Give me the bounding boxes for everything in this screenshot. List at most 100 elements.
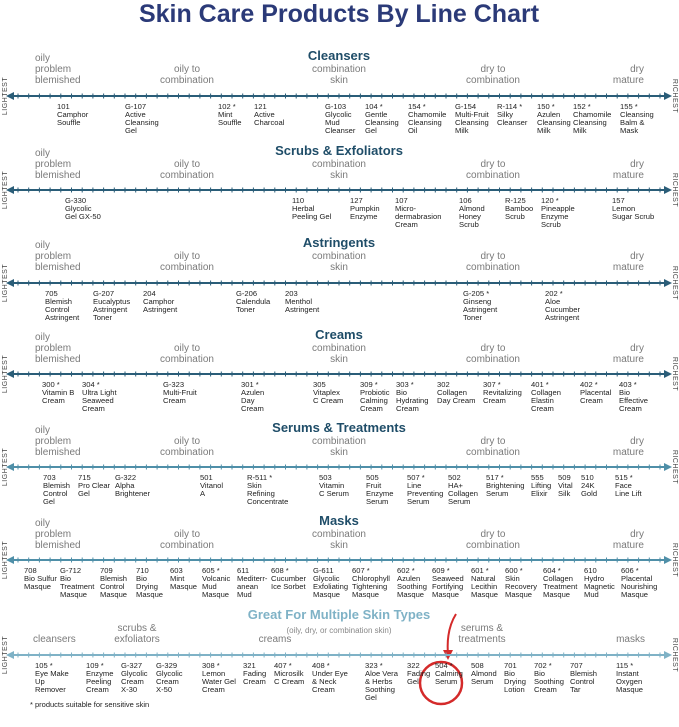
- section-title: Serums & Treatments: [272, 420, 406, 435]
- side-label: RICHEST: [671, 79, 678, 113]
- product-label: Menthol: [285, 297, 312, 306]
- zone-label: oily: [35, 240, 50, 251]
- product-label: Masque: [313, 590, 340, 599]
- product-label: 308 *: [202, 661, 220, 670]
- product-label: Masque: [432, 590, 459, 599]
- zone-label: combination: [466, 540, 520, 551]
- product-label: Blemish: [570, 669, 597, 678]
- section-title: Cleansers: [308, 48, 370, 63]
- product-label: 309 *: [360, 380, 378, 389]
- product-label: Honey: [459, 212, 481, 221]
- product-label: Line: [407, 481, 421, 490]
- zone-label: problem: [35, 436, 71, 447]
- product-label: Chamomile: [408, 110, 446, 119]
- product-label: Cream: [82, 404, 105, 413]
- product-label: Cleansing: [620, 110, 654, 119]
- product-label: Almond: [459, 204, 485, 213]
- product-label: 611: [237, 566, 249, 575]
- product-label: Under Eye: [312, 669, 348, 678]
- product-label: Collagen: [543, 574, 573, 583]
- product-label: Azulen: [241, 388, 264, 397]
- product-label: Toner: [463, 313, 482, 322]
- product-label: Brightener: [115, 489, 151, 498]
- product-label: Peeling Gel: [292, 212, 332, 221]
- product-label: Soothing: [397, 582, 427, 591]
- product-label: Eucalyptus: [93, 297, 130, 306]
- zone-label: combination: [160, 447, 214, 458]
- zone-label: mature: [613, 170, 645, 181]
- product-label: Cream: [580, 396, 603, 405]
- product-label: Cream: [241, 404, 264, 413]
- side-label: LIGHTEST: [2, 171, 9, 209]
- product-label: 701: [504, 661, 517, 670]
- product-label: 204: [143, 289, 156, 298]
- product-label: Vitamin B: [42, 388, 74, 397]
- product-label: Gel: [43, 497, 55, 506]
- zone-label: combination: [312, 64, 366, 75]
- product-label: Astringent: [143, 305, 178, 314]
- side-label: RICHEST: [671, 173, 678, 207]
- zone-label: dry: [630, 529, 644, 540]
- product-label: Control: [570, 677, 595, 686]
- zone-label: mature: [613, 540, 645, 551]
- product-label: Instant: [616, 669, 640, 678]
- product-label: Cream: [243, 677, 266, 686]
- product-label: Lecithin: [471, 582, 497, 591]
- product-label: Exfoliating: [313, 582, 348, 591]
- zone-label: problem: [35, 159, 71, 170]
- zone-label: oily: [35, 518, 50, 529]
- product-label: 120 *: [541, 196, 559, 205]
- zone-label: oily to: [174, 529, 201, 540]
- side-label: RICHEST: [671, 638, 678, 672]
- zone-label: problem: [35, 64, 71, 75]
- side-label: RICHEST: [671, 357, 678, 391]
- section-subtitle: (oily, dry, or combination skin): [286, 626, 391, 635]
- product-label: 403 *: [619, 380, 637, 389]
- product-label: Mint: [218, 110, 233, 119]
- product-label: 401 *: [531, 380, 549, 389]
- zone-label: blemished: [35, 262, 81, 273]
- product-label: Enzyme: [366, 489, 393, 498]
- product-label: Masque: [397, 590, 424, 599]
- product-label: 408 *: [312, 661, 330, 670]
- product-label: Gel: [78, 489, 90, 498]
- zone-label: combination: [160, 75, 214, 86]
- product-label: Chlorophyll: [352, 574, 390, 583]
- zone-label: oily to: [174, 343, 201, 354]
- product-label: Astringent: [93, 305, 128, 314]
- product-label: Alpha: [115, 481, 135, 490]
- product-label: 715: [78, 473, 91, 482]
- product-label: Day Cream: [437, 396, 475, 405]
- zone-label: combination: [160, 540, 214, 551]
- product-label: Cleanser: [497, 118, 528, 127]
- zone-label: combination: [160, 354, 214, 365]
- product-label: Cleansing: [125, 118, 159, 127]
- product-label: Treatment: [60, 582, 95, 591]
- zone-label: combination: [312, 159, 366, 170]
- product-label: 105 *: [35, 661, 53, 670]
- product-label: Silky: [497, 110, 513, 119]
- product-label: 402 *: [580, 380, 598, 389]
- product-label: Placental: [621, 574, 653, 583]
- section-title: Creams: [315, 327, 363, 342]
- product-label: dermabrasion: [395, 212, 441, 221]
- product-label: Cream: [360, 404, 383, 413]
- product-label: Serum: [435, 677, 457, 686]
- product-label: Camphor: [143, 297, 175, 306]
- product-label: Oxygen: [616, 677, 642, 686]
- zone-label: oily: [35, 148, 50, 159]
- product-label: Astringent: [45, 313, 80, 322]
- axis-arrow: [664, 651, 672, 659]
- product-label: G-329: [156, 661, 177, 670]
- product-label: Silk: [558, 489, 570, 498]
- product-label: Magnetic: [584, 582, 615, 591]
- product-label: Control: [45, 305, 70, 314]
- product-label: Probiotic: [360, 388, 390, 397]
- product-label: Fortifying: [432, 582, 463, 591]
- product-label: Astringent: [545, 313, 580, 322]
- axis-arrow: [664, 279, 672, 287]
- product-label: 322: [407, 661, 420, 670]
- zone-label: blemished: [35, 447, 81, 458]
- product-label: Nourishing: [621, 582, 657, 591]
- product-label: 150 *: [537, 102, 555, 111]
